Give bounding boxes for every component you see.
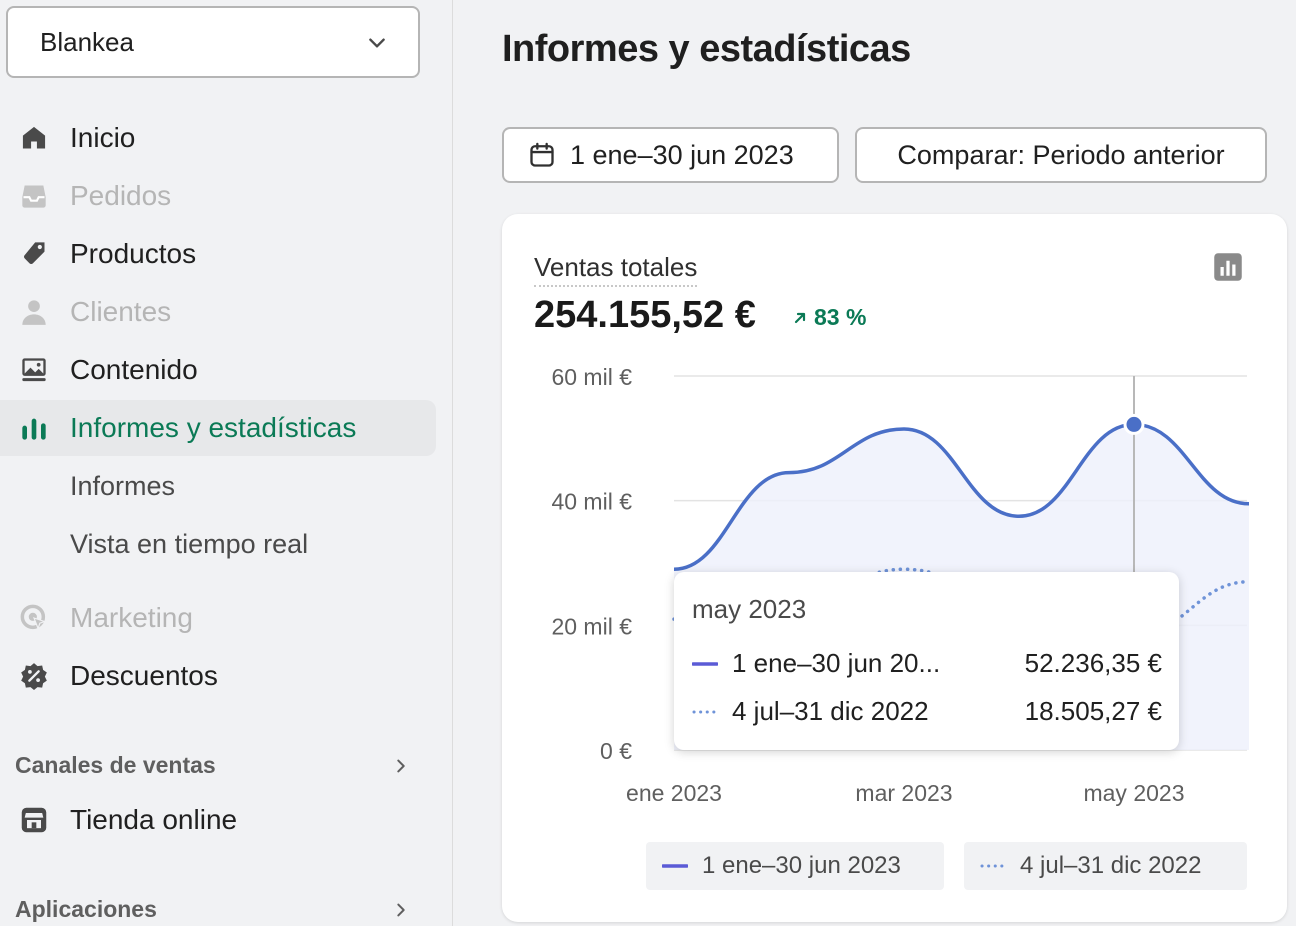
- chevron-right-icon: [397, 759, 405, 772]
- page-title: Informes y estadísticas: [502, 28, 911, 70]
- nav-item-label: Tienda online: [70, 804, 238, 835]
- image-icon: [22, 358, 46, 382]
- nav-item-label: Pedidos: [70, 180, 172, 211]
- chevron-down-icon: [369, 38, 385, 48]
- x-tick-label: ene 2023: [626, 780, 722, 806]
- y-tick-label: 0 €: [600, 738, 632, 764]
- nav-item-contenido[interactable]: Contenido: [0, 342, 436, 398]
- tooltip-series-value: 18.505,27 €: [1024, 696, 1162, 726]
- nav-item-inicio[interactable]: Inicio: [0, 110, 436, 166]
- tooltip-row-current: 1 ene–30 jun 20... 52.236,35 €: [692, 648, 1162, 679]
- store-name: Blankea: [40, 26, 134, 57]
- sub-item-tiempo-real[interactable]: Vista en tiempo real: [70, 529, 309, 559]
- store-selector[interactable]: Blankea: [6, 6, 420, 78]
- tooltip-row-previous: 4 jul–31 dic 2022 18.505,27 €: [692, 696, 1162, 727]
- section-aplicaciones[interactable]: Aplicaciones: [15, 896, 410, 923]
- chart-tooltip: may 2023 1 ene–30 jun 20... 52.236,35 € …: [674, 572, 1179, 750]
- sub-item-informes[interactable]: Informes: [70, 471, 176, 501]
- solid-line-swatch-icon: [692, 661, 718, 666]
- x-tick-label: mar 2023: [855, 780, 952, 806]
- metric-value: 254.155,52 €: [534, 294, 756, 336]
- compare-label: Comparar: Periodo anterior: [897, 139, 1225, 170]
- section-canales-de-ventas[interactable]: Canales de ventas: [15, 752, 410, 779]
- arrow-up-right-icon: [794, 312, 806, 323]
- date-range-label: 1 ene–30 jun 2023: [570, 139, 794, 170]
- section-label: Canales de ventas: [15, 752, 216, 778]
- date-range-button[interactable]: 1 ene–30 jun 2023: [502, 127, 839, 183]
- nav-item-label: Productos: [70, 238, 197, 269]
- metric-label[interactable]: Ventas totales: [534, 252, 698, 287]
- solid-line-swatch-icon: [662, 864, 688, 868]
- nav-item-label: Marketing: [70, 602, 193, 633]
- dotted-line-swatch-icon: [692, 710, 718, 713]
- bar-chart-icon: [22, 418, 46, 440]
- y-tick-label: 60 mil €: [551, 364, 632, 390]
- dotted-line-swatch-icon: [980, 864, 1006, 868]
- calendar-icon: [530, 142, 554, 167]
- nav-item-label: Contenido: [70, 354, 198, 385]
- section-label: Aplicaciones: [15, 896, 157, 922]
- legend-item-current[interactable]: 1 ene–30 jun 2023: [646, 842, 944, 890]
- nav-item-label: Clientes: [70, 296, 172, 327]
- nav-item-label: Descuentos: [70, 660, 218, 691]
- y-tick-label: 20 mil €: [551, 613, 632, 639]
- tooltip-title: may 2023: [692, 594, 807, 624]
- nav-item-descuentos[interactable]: Descuentos: [0, 648, 436, 704]
- target-icon: [20, 604, 47, 631]
- nav-item-clientes[interactable]: Clientes: [0, 284, 436, 340]
- inbox-icon: [22, 185, 46, 208]
- y-tick-label: 40 mil €: [551, 489, 632, 515]
- store-icon: [21, 807, 47, 833]
- sales-card: Ventas totales 254.155,52 € 83 % 60 mil …: [502, 214, 1287, 922]
- tooltip-series-value: 52.236,35 €: [1024, 648, 1162, 678]
- x-tick-label: may 2023: [1083, 780, 1184, 806]
- nav-item-label: Inicio: [70, 122, 136, 153]
- metric-change-value: 83 %: [814, 304, 867, 330]
- legend-label: 1 ene–30 jun 2023: [702, 852, 901, 879]
- nav-item-label: Informes y estadísticas: [70, 412, 357, 443]
- home-icon: [22, 126, 46, 149]
- highlight-point: [1123, 413, 1145, 435]
- nav-item-productos[interactable]: Productos: [0, 226, 436, 282]
- compare-button[interactable]: Comparar: Periodo anterior: [855, 127, 1267, 183]
- metric-change: 83 %: [792, 304, 866, 331]
- chart-type-icon[interactable]: [1213, 252, 1243, 282]
- tooltip-series-name: 4 jul–31 dic 2022: [732, 696, 929, 726]
- series-line-current: [673, 422, 1250, 571]
- legend-item-previous[interactable]: 4 jul–31 dic 2022: [964, 842, 1247, 890]
- nav-item-tienda-online[interactable]: Tienda online: [0, 792, 436, 848]
- legend-label: 4 jul–31 dic 2022: [1020, 852, 1202, 879]
- nav-item-marketing[interactable]: Marketing: [0, 590, 436, 646]
- person-icon: [22, 300, 46, 325]
- discount-icon: [21, 663, 47, 690]
- nav-item-pedidos[interactable]: Pedidos: [0, 168, 436, 224]
- tooltip-series-name: 1 ene–30 jun 20...: [732, 648, 941, 678]
- tag-icon: [23, 242, 45, 265]
- chevron-right-icon: [397, 903, 405, 916]
- nav-item-informes[interactable]: Informes y estadísticas: [0, 400, 436, 456]
- sidebar: Blankea Inicio Pedidos Productos Cliente…: [0, 0, 453, 926]
